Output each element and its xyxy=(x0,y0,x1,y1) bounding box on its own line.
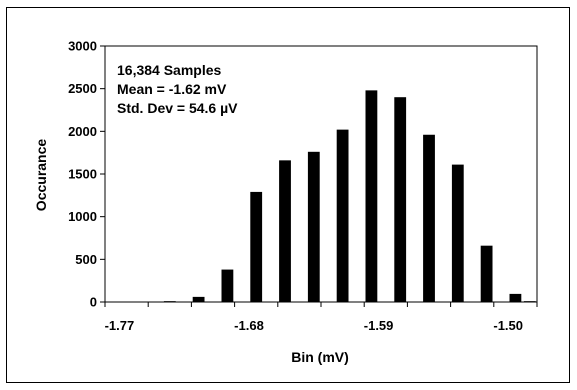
x-axis-ticks: -1.77 -1.68 -1.59 -1.50 xyxy=(104,302,538,333)
y-tick-label: 3000 xyxy=(68,39,97,54)
bars xyxy=(163,90,536,303)
histogram-bar xyxy=(336,129,349,302)
x-tick-label: -1.50 xyxy=(493,318,523,333)
y-tick-label: 1000 xyxy=(68,209,97,224)
annotation-std-dev: Std. Dev = 54.6 µV xyxy=(117,100,238,116)
y-axis-title: Occurance xyxy=(33,139,49,212)
histogram-bar xyxy=(480,245,493,302)
histogram-bar xyxy=(221,269,234,302)
histogram-bar xyxy=(365,90,378,303)
histogram-bar xyxy=(423,134,435,302)
x-tick-label: -1.59 xyxy=(364,318,394,333)
histogram-bar xyxy=(523,301,536,302)
annotation-mean: Mean = -1.62 mV xyxy=(117,81,227,97)
histogram-bar xyxy=(451,164,464,302)
y-tick-label: 2000 xyxy=(68,124,97,139)
y-tick-label: 0 xyxy=(90,295,97,310)
annotation-samples: 16,384 Samples xyxy=(117,62,222,78)
histogram-bar xyxy=(279,160,291,302)
histogram-bar xyxy=(250,191,263,302)
y-axis-ticks: 0 500 1000 1500 2000 2500 3000 xyxy=(68,39,105,310)
plot-area: 0 500 1000 1500 2000 2500 3000 -1.77 -1.68 -1.59… xyxy=(68,39,538,333)
x-tick-label: -1.68 xyxy=(234,318,264,333)
y-tick-label: 1500 xyxy=(68,167,97,182)
x-axis-title: Bin (mV) xyxy=(291,349,349,365)
histogram-bar xyxy=(307,151,320,302)
histogram-bar xyxy=(192,296,205,302)
y-tick-label: 2500 xyxy=(68,81,97,96)
x-tick-label: -1.77 xyxy=(105,318,135,333)
y-tick-label: 500 xyxy=(75,252,97,267)
histogram-bar xyxy=(509,293,522,302)
histogram-bar xyxy=(394,97,407,302)
histogram-bar xyxy=(163,301,176,302)
